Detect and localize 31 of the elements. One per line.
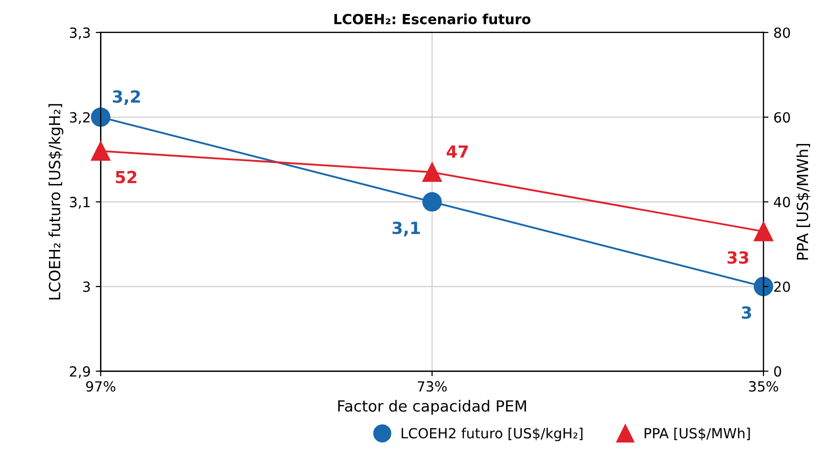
data-label: 3,2 bbox=[112, 90, 140, 105]
point bbox=[754, 276, 774, 296]
chart-title: LCOEH₂: Escenario futuro bbox=[334, 14, 530, 24]
y-tick-label: 3,2 bbox=[70, 112, 90, 124]
y2-axis-title: PPA [US$/MWh] bbox=[796, 144, 810, 260]
legend-label: PPA [US$/MWh] bbox=[644, 428, 750, 440]
y2-tick-label: 40 bbox=[774, 196, 790, 208]
y-tick-label: 3,1 bbox=[70, 196, 90, 209]
x-tick-label: 73% bbox=[418, 381, 447, 392]
legend-label: LCOEH2 futuro [US$/kgH₂] bbox=[402, 428, 582, 442]
point bbox=[422, 192, 442, 212]
y2-tick-label: 80 bbox=[774, 27, 790, 38]
x-tick-label: 35% bbox=[749, 381, 778, 392]
y2-tick-label: 20 bbox=[774, 281, 790, 292]
y-tick-label: 3 bbox=[83, 281, 90, 292]
y2-tick-label: 0 bbox=[774, 366, 782, 377]
data-label: 52 bbox=[116, 170, 136, 184]
y-tick-label: 3,3 bbox=[70, 27, 90, 40]
point bbox=[90, 107, 110, 127]
y-axis-title: LCOEH₂ futuro [US$/kgH₂] bbox=[48, 104, 64, 300]
y2-tick-label: 60 bbox=[774, 112, 790, 123]
point bbox=[90, 141, 110, 161]
data-label: 47 bbox=[446, 145, 468, 158]
point bbox=[422, 162, 442, 182]
data-label: 3 bbox=[742, 306, 752, 319]
y-tick-label: 2,9 bbox=[70, 366, 90, 378]
data-label: 33 bbox=[728, 251, 748, 264]
x-tick-label: 97% bbox=[86, 381, 116, 392]
point bbox=[754, 222, 774, 242]
data-label: 3,1 bbox=[392, 222, 420, 236]
x-axis-title: Factor de capacidad PEM bbox=[338, 400, 526, 415]
